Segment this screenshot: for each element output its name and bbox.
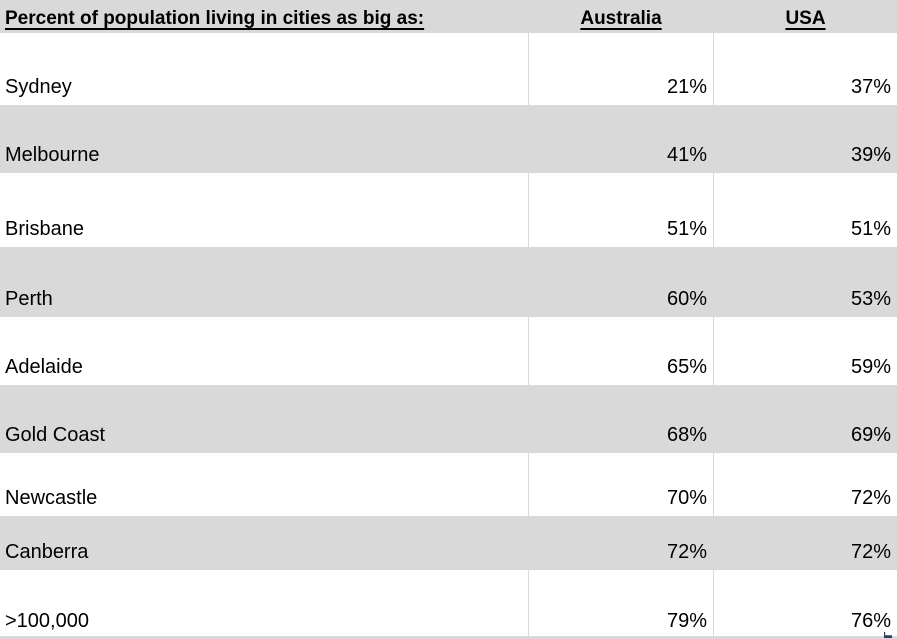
usa-value-cell[interactable]: 53% <box>713 247 897 317</box>
usa-value: 72% <box>850 541 891 563</box>
usa-value: 53% <box>850 288 891 310</box>
usa-value-cell[interactable]: 59% <box>713 317 897 385</box>
table-row-gold-coast: Gold Coast 68% 69% <box>0 385 897 453</box>
city-cell[interactable]: Sydney <box>0 33 528 105</box>
australia-value: 79% <box>666 610 707 632</box>
table-row-sydney: Sydney 21% 37% <box>0 33 897 105</box>
city-cell[interactable]: Gold Coast <box>0 385 528 453</box>
usa-value: 59% <box>850 356 891 378</box>
australia-value-cell[interactable]: 79% <box>528 570 713 636</box>
column-header-usa: USA <box>785 8 826 30</box>
city-label: Perth <box>5 288 53 310</box>
city-label: Adelaide <box>5 356 83 378</box>
australia-value: 68% <box>666 424 707 446</box>
table-row-melbourne: Melbourne 41% 39% <box>0 105 897 173</box>
city-cell[interactable]: Melbourne <box>0 105 528 173</box>
usa-value: 69% <box>850 424 891 446</box>
table-row-100000: >100,000 79% 76% <box>0 570 897 636</box>
australia-value: 65% <box>666 356 707 378</box>
city-cell[interactable]: Adelaide <box>0 317 528 385</box>
usa-value-cell[interactable]: 72% <box>713 453 897 516</box>
australia-value-cell[interactable]: 70% <box>528 453 713 516</box>
australia-value-cell[interactable]: 21% <box>528 33 713 105</box>
table-row-adelaide: Adelaide 65% 59% <box>0 317 897 385</box>
table-row-perth: Perth 60% 53% <box>0 247 897 317</box>
city-cell[interactable]: Newcastle <box>0 453 528 516</box>
table-row-brisbane: Brisbane 51% 51% <box>0 173 897 247</box>
city-label: Brisbane <box>5 218 84 240</box>
australia-value-cell[interactable]: 72% <box>528 516 713 570</box>
usa-value: 51% <box>850 218 891 240</box>
header-australia-cell[interactable]: Australia <box>528 0 713 33</box>
table-row-canberra: Canberra 72% 72% <box>0 516 897 570</box>
usa-value: 76% <box>850 610 891 632</box>
city-label: Melbourne <box>5 144 100 166</box>
city-label: Canberra <box>5 541 89 563</box>
usa-value: 72% <box>850 487 891 509</box>
city-label: Sydney <box>5 76 72 98</box>
australia-value: 72% <box>666 541 707 563</box>
column-header-australia: Australia <box>580 8 662 30</box>
australia-value-cell[interactable]: 41% <box>528 105 713 173</box>
city-cell[interactable]: Canberra <box>0 516 528 570</box>
usa-value: 39% <box>850 144 891 166</box>
city-label: Gold Coast <box>5 424 106 446</box>
australia-value-cell[interactable]: 65% <box>528 317 713 385</box>
city-label: Newcastle <box>5 487 98 509</box>
australia-value-cell[interactable]: 68% <box>528 385 713 453</box>
table-row-newcastle: Newcastle 70% 72% <box>0 453 897 516</box>
usa-value-cell[interactable]: 39% <box>713 105 897 173</box>
header-usa-cell[interactable]: USA <box>713 0 897 33</box>
city-cell[interactable]: Brisbane <box>0 173 528 247</box>
australia-value: 60% <box>666 288 707 310</box>
usa-value-cell[interactable]: 72% <box>713 516 897 570</box>
next-row-edge <box>0 636 897 639</box>
usa-value-cell[interactable]: 37% <box>713 33 897 105</box>
australia-value-cell[interactable]: 60% <box>528 247 713 317</box>
header-title-cell[interactable]: Percent of population living in cities a… <box>0 0 528 33</box>
usa-value-cell[interactable]: 51% <box>713 173 897 247</box>
australia-value: 21% <box>666 76 707 98</box>
australia-value: 51% <box>666 218 707 240</box>
australia-value: 41% <box>666 144 707 166</box>
city-cell[interactable]: Perth <box>0 247 528 317</box>
usa-value-cell[interactable]: 69% <box>713 385 897 453</box>
table-title: Percent of population living in cities a… <box>5 8 425 30</box>
city-label: >100,000 <box>5 610 89 632</box>
table-header-row: Percent of population living in cities a… <box>0 0 897 33</box>
australia-value: 70% <box>666 487 707 509</box>
usa-value-cell[interactable]: 76% <box>713 570 897 636</box>
australia-value-cell[interactable]: 51% <box>528 173 713 247</box>
usa-value: 37% <box>850 76 891 98</box>
city-cell[interactable]: >100,000 <box>0 570 528 636</box>
